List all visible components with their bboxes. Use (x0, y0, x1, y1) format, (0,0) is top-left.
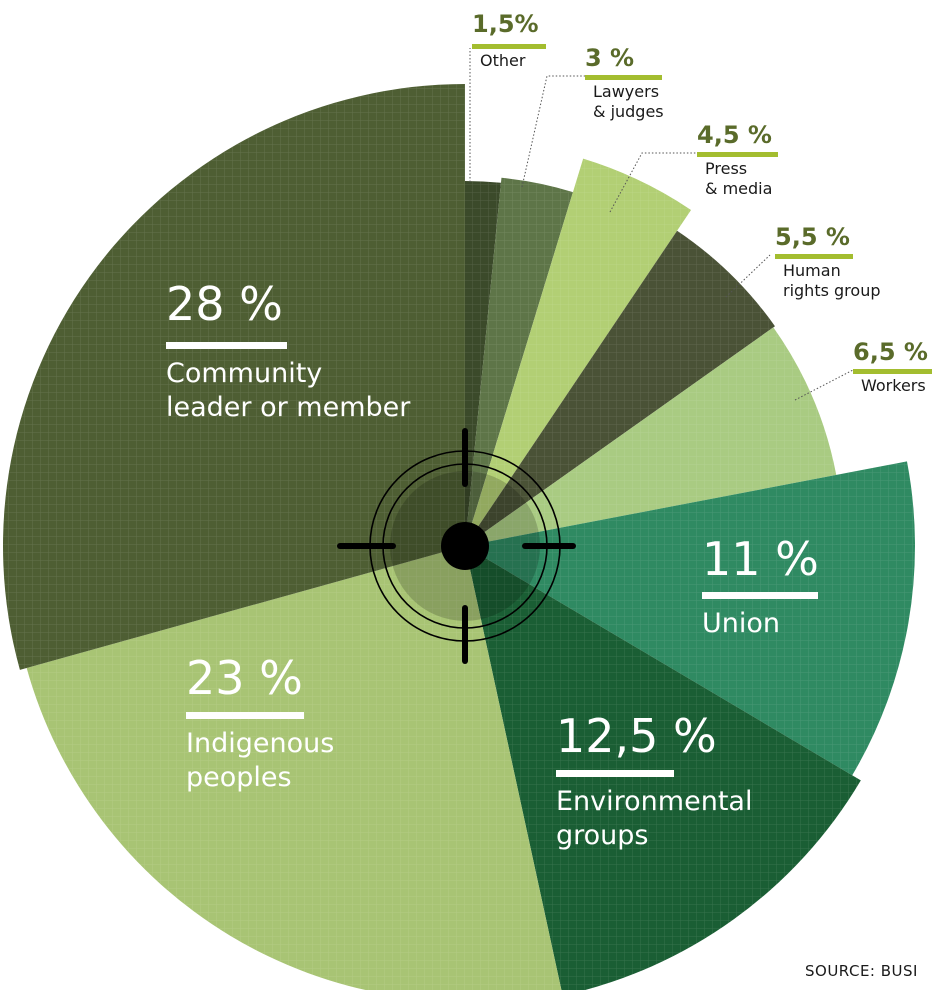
slice-value-label: 1,5% (472, 10, 539, 38)
value-underline (585, 75, 662, 80)
target-center-dot (441, 522, 489, 570)
slice-category-label: & media (705, 179, 772, 198)
slice-category-label: Union (702, 608, 780, 639)
slice-value-label: 3 % (585, 44, 634, 72)
slice-category-label: Lawyers (593, 82, 659, 101)
slice-category-label: groups (556, 820, 648, 851)
value-underline (186, 712, 304, 719)
slice-value-label: 28 % (166, 277, 283, 331)
slice-grid-texture (465, 546, 861, 990)
slice-grid-texture (26, 546, 562, 990)
value-underline (697, 152, 778, 157)
value-underline (853, 369, 932, 374)
leader-lines (469, 48, 854, 401)
slice-grid-texture (465, 230, 775, 546)
slice-category-label: Environmental (556, 786, 752, 817)
slice-category-label: leader or member (166, 392, 411, 423)
slice-category-label: Workers (861, 376, 926, 395)
slice-value-label: 4,5 % (697, 121, 772, 149)
slice-category-label: & judges (593, 102, 664, 121)
slice-category-label: Press (705, 159, 747, 178)
value-underline (472, 44, 546, 49)
crosshair-target-icon (337, 428, 576, 664)
slice-value-label: 6,5 % (853, 338, 928, 366)
slice-category-label: peoples (186, 762, 292, 793)
slice-value-label: 12,5 % (556, 709, 717, 763)
slice-value-label: 5,5 % (775, 223, 850, 251)
slice-grid-texture (465, 158, 692, 546)
slice-value-label: 11 % (702, 532, 819, 586)
slice-grid-texture (3, 84, 466, 670)
value-underline (775, 254, 853, 259)
slice-category-label: Community (166, 358, 322, 389)
slice-category-label: Human (783, 261, 841, 280)
slice-grid-texture (465, 461, 915, 776)
value-underline (702, 592, 818, 599)
slice-category-label: Indigenous (186, 728, 334, 759)
slice-labels: 1,5% Other 3 % Lawyers& judges 4,5 % Press& m… (166, 10, 932, 851)
slice-grid-texture (465, 327, 837, 546)
slice-category-label: Other (480, 51, 526, 70)
value-underline (556, 770, 674, 777)
grid-texture (3, 84, 915, 990)
leader-line (794, 369, 854, 401)
leader-line (521, 75, 585, 188)
slice-value-label: 23 % (186, 651, 303, 705)
leader-line (609, 152, 697, 213)
slice-grid-texture (465, 181, 501, 546)
value-underline (166, 342, 287, 349)
slice-category-label: rights group (783, 281, 880, 300)
slice-grid-texture (465, 177, 573, 547)
source-note: SOURCE: BUSI (805, 962, 918, 980)
